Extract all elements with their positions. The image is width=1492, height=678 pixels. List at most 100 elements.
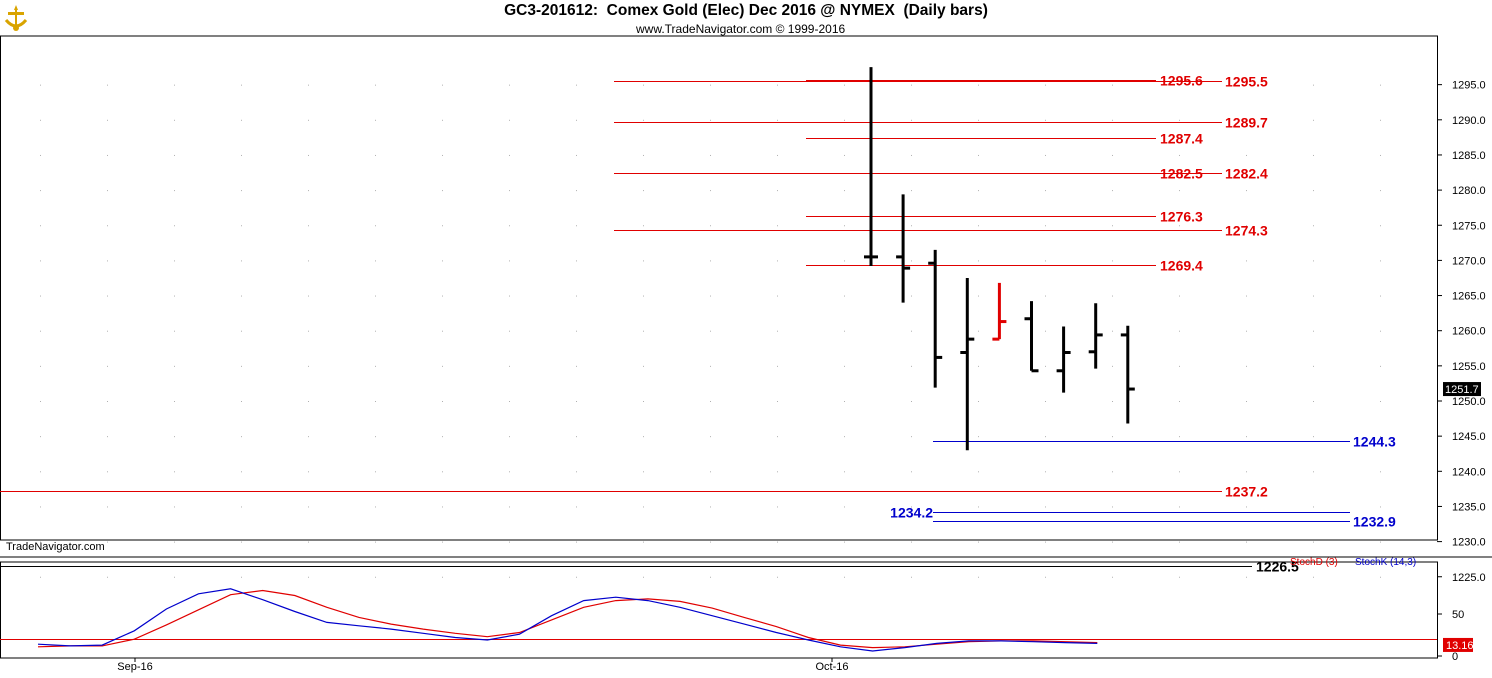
grid-dot [174,471,175,473]
grid-dot [844,365,845,367]
grid-dot [844,190,845,192]
grid-dot [710,365,711,367]
grid-dot [844,225,845,227]
grid-dot [509,576,510,578]
grid-dot [442,154,443,156]
grid-dot [978,541,979,543]
grid-dot [241,330,242,332]
grid-dot [40,154,41,156]
grid-dot [710,471,711,473]
grid-dot [40,576,41,578]
y-axis-tick-label: 1285.0 [1452,150,1486,162]
grid-dot [509,119,510,121]
grid-dot [576,84,577,86]
grid-dot [308,119,309,121]
grid-dot [241,576,242,578]
grid-dot [643,541,644,543]
level-label: 1234.2 [890,505,933,521]
level-label: 1289.7 [1225,115,1268,131]
grid-dot [911,295,912,297]
grid-dot [911,471,912,473]
stoch-y-tick-label: 50 [1452,609,1464,621]
grid-dot [710,330,711,332]
grid-dot [911,436,912,438]
grid-dot [911,330,912,332]
grid-dot [911,84,912,86]
grid-dot [777,471,778,473]
grid-dot [777,330,778,332]
grid-dot [375,471,376,473]
grid-dot [1313,541,1314,543]
grid-dot [1246,84,1247,86]
grid-dot [710,506,711,508]
grid-dot [308,295,309,297]
grid-dot [375,295,376,297]
grid-dot [107,260,108,262]
grid-dot [1380,471,1381,473]
grid-dot [911,154,912,156]
grid-dot [576,295,577,297]
grid-dot [174,576,175,578]
grid-dot [442,119,443,121]
grid-dot [643,330,644,332]
grid-dot [643,260,644,262]
grid-dot [1313,295,1314,297]
grid-dot [1380,330,1381,332]
grid-dot [1246,436,1247,438]
grid-dot [978,190,979,192]
level-label: 1274.3 [1225,223,1268,239]
grid-dot [442,401,443,402]
grid-dot [1179,295,1180,297]
grid-dot [844,119,845,121]
grid-dot [1045,330,1046,332]
grid-dot [308,84,309,86]
grid-dot [1045,576,1046,578]
grid-dot [174,330,175,332]
grid-dot [40,365,41,367]
grid-dot [911,190,912,192]
y-axis-tick-label: 1290.0 [1452,115,1486,127]
grid-dot [241,260,242,262]
chart-title: GC3-201612: Comex Gold (Elec) Dec 2016 @… [504,2,988,19]
grid-dot [241,541,242,543]
grid-dot [442,471,443,473]
grid-dot [509,260,510,262]
grid-dot [509,401,510,402]
grid-dot [241,436,242,438]
grid-dot [1045,225,1046,227]
grid-dot [1246,260,1247,262]
grid-dot [509,84,510,86]
grid-dot [509,295,510,297]
grid-dot [308,260,309,262]
grid-dot [1112,84,1113,86]
grid-dot [107,225,108,227]
stoch-series-line [37,588,1098,652]
grid-dot [107,436,108,438]
grid-dot [576,576,577,578]
grid-dot [1179,471,1180,473]
grid-dot [1179,576,1180,578]
grid-dot [241,365,242,367]
grid-dot [643,506,644,508]
grid-dot [107,119,108,121]
grid-dot [1045,541,1046,543]
grid-dot [978,436,979,438]
grid-dot [777,119,778,121]
grid-dot [643,225,644,227]
y-axis-tick-label: 1295.0 [1452,80,1486,92]
grid-dot [1313,119,1314,121]
level-label: 1295.6 [1160,73,1203,89]
grid-dot [978,119,979,121]
grid-dot [375,190,376,192]
grid-dot [978,401,979,402]
grid-dot [40,260,41,262]
grid-dot [710,225,711,227]
grid-dot [777,541,778,543]
grid-dot [1246,541,1247,543]
grid-dot [978,154,979,156]
grid-dot [1246,401,1247,402]
stoch-y-tick-label: 0 [1452,651,1458,663]
grid-dot [509,471,510,473]
grid-dot [308,506,309,508]
grid-dot [174,295,175,297]
